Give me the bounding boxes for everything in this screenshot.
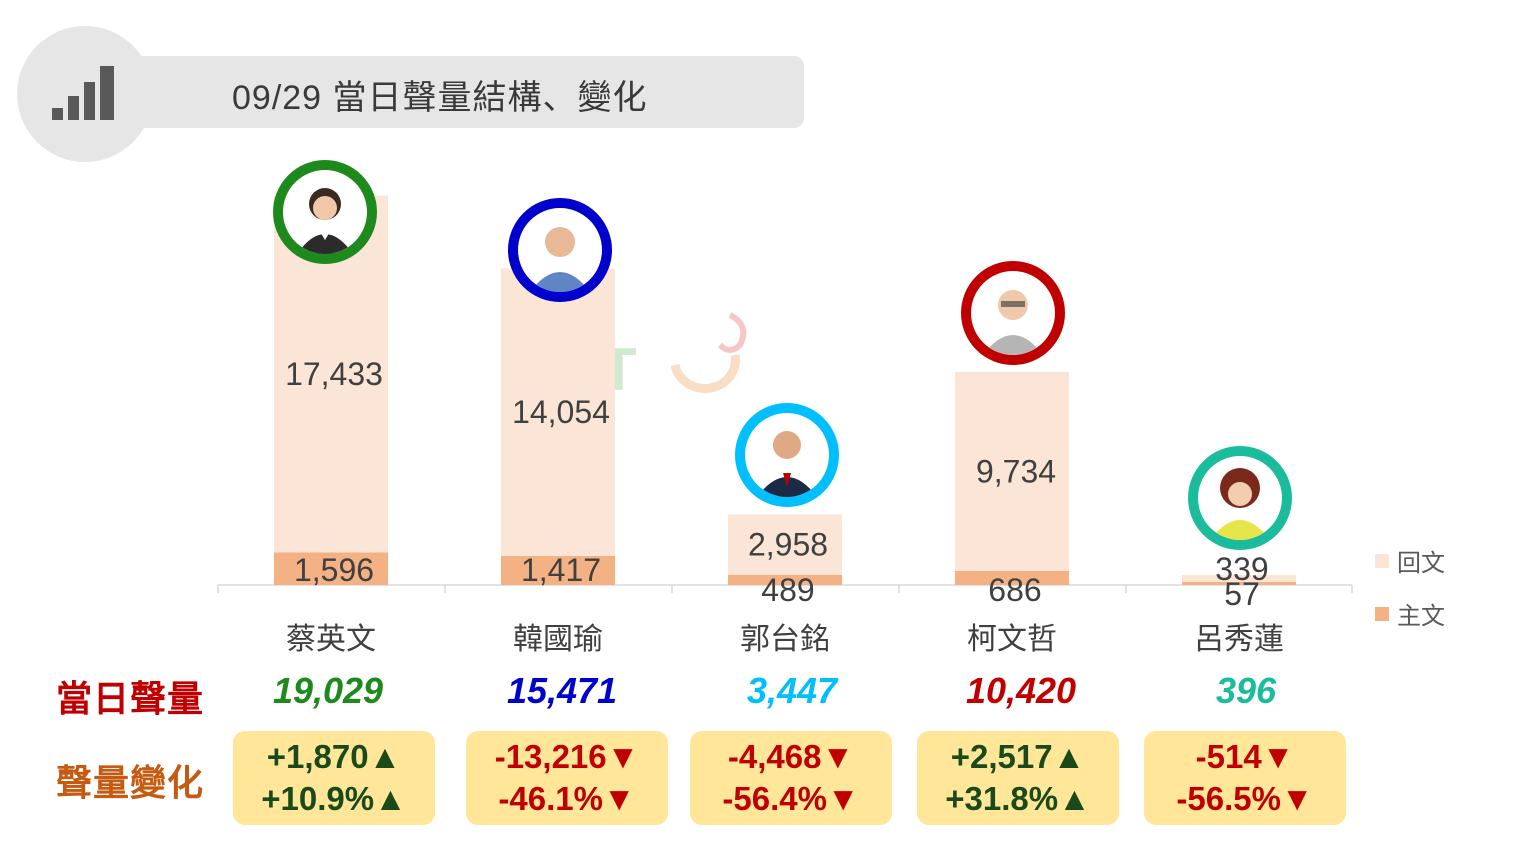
data-label-post: 1,417 <box>521 552 601 588</box>
candidate-avatar <box>735 403 839 507</box>
data-label-reply: 17,433 <box>285 356 383 392</box>
bar-post <box>1182 582 1296 585</box>
legend-item-reply: 回文 <box>1375 543 1445 578</box>
data-label-post: 57 <box>1224 576 1260 612</box>
legend-label-reply: 回文 <box>1397 550 1445 577</box>
candidate-name: 柯文哲 <box>967 623 1057 656</box>
change-absolute: -13,216▼ <box>494 738 640 775</box>
change-percent: -56.5%▼ <box>1176 780 1314 817</box>
data-label-post: 489 <box>761 572 814 608</box>
change-absolute: -4,468▼ <box>727 738 855 775</box>
candidate-name: 郭台銘 <box>740 623 830 656</box>
legend-item-post: 主文 <box>1375 596 1445 631</box>
data-label-post: 686 <box>988 572 1041 608</box>
data-label-reply: 339 <box>1215 551 1268 587</box>
bar-post <box>501 556 615 585</box>
total-value: 19,029 <box>272 670 384 711</box>
candidate-avatar <box>1188 446 1292 550</box>
change-percent: +10.9%▲ <box>261 780 407 817</box>
change-percent: +31.8%▲ <box>945 780 1091 817</box>
data-label-reply: 2,958 <box>748 527 828 563</box>
bar-reply <box>728 514 842 575</box>
candidate-avatar <box>961 261 1065 365</box>
legend-swatch-post <box>1375 606 1389 621</box>
candidate-name: 蔡英文 <box>286 623 376 656</box>
change-percent: -56.4%▼ <box>722 780 860 817</box>
row-label-total: 當日聲量 <box>56 678 205 719</box>
legend-label-post: 主文 <box>1397 603 1445 630</box>
change-absolute: -514▼ <box>1195 738 1295 775</box>
legend-swatch-reply <box>1375 553 1389 568</box>
total-value: 3,447 <box>746 670 838 711</box>
page-title: 09/29 當日聲量結構、變化 <box>232 79 648 117</box>
bar-post <box>728 574 842 585</box>
change-box: -514▼ -56.5%▼ <box>1144 731 1346 825</box>
change-box: -13,216▼ -46.1%▼ <box>466 731 668 825</box>
change-box: +2,517▲ +31.8%▲ <box>917 731 1119 825</box>
bar-reply <box>1182 575 1296 582</box>
bar-post <box>274 552 388 585</box>
change-box: -4,468▼ -56.4%▼ <box>690 731 892 825</box>
data-label-post: 1,596 <box>294 552 374 588</box>
bar-reply <box>501 268 615 557</box>
bar-reply <box>955 371 1069 571</box>
candidate-avatar <box>508 198 612 302</box>
bar-signal-icon <box>52 66 114 120</box>
bar-post <box>955 570 1069 585</box>
total-value: 15,471 <box>506 670 618 711</box>
header-bar <box>40 56 804 128</box>
candidate-name: 呂秀蓮 <box>1194 623 1284 656</box>
data-label-reply: 9,734 <box>976 453 1056 489</box>
change-absolute: +1,870▲ <box>266 738 402 775</box>
row-label-change: 聲量變化 <box>56 762 205 803</box>
candidate-name: 韓國瑜 <box>513 623 603 656</box>
total-value: 10,420 <box>965 670 1077 711</box>
change-percent: -46.1%▼ <box>498 780 636 817</box>
data-label-reply: 14,054 <box>512 394 610 430</box>
total-value: 396 <box>1215 670 1277 711</box>
candidate-avatar <box>273 160 377 264</box>
change-box: +1,870▲ +10.9%▲ <box>233 731 435 825</box>
change-absolute: +2,517▲ <box>950 738 1086 775</box>
